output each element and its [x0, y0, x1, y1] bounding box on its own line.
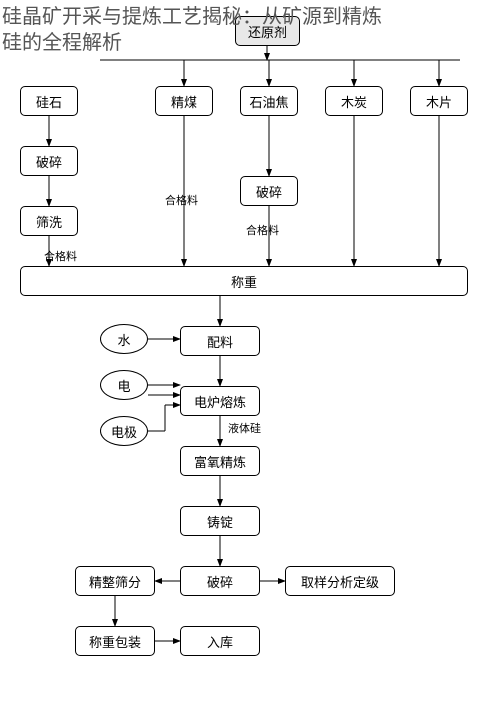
page-title-line2: 硅的全程解析 — [2, 30, 122, 56]
ellipse-water: 水 — [100, 324, 148, 354]
node-crush3: 破碎 — [180, 566, 260, 596]
node-refine: 富氧精炼 — [180, 446, 260, 476]
node-sieve: 筛洗 — [20, 206, 78, 236]
node-woodchip: 木片 — [410, 86, 468, 116]
node-crush2: 破碎 — [240, 176, 298, 206]
edge-label-3: 液体硅 — [228, 420, 261, 436]
edge-label-2: 合格料 — [44, 248, 77, 264]
node-batch: 配料 — [180, 326, 260, 356]
edge-label-1: 合格料 — [246, 222, 279, 238]
node-crush1: 破碎 — [20, 146, 78, 176]
node-pack: 称重包装 — [75, 626, 155, 656]
node-silica: 硅石 — [20, 86, 78, 116]
page-title-line1: 硅晶矿开采与提炼工艺揭秘：从矿源到精炼 — [2, 4, 382, 30]
node-smelt: 电炉熔炼 — [180, 386, 260, 416]
node-petcoke: 石油焦 — [240, 86, 298, 116]
ellipse-elect: 电极 — [100, 416, 148, 446]
ellipse-elec: 电 — [100, 370, 148, 400]
node-store: 入库 — [180, 626, 260, 656]
node-coal: 精煤 — [155, 86, 213, 116]
node-weigh: 称重 — [20, 266, 468, 296]
node-sort: 精整筛分 — [75, 566, 155, 596]
node-charcoal: 木炭 — [325, 86, 383, 116]
node-cast: 铸锭 — [180, 506, 260, 536]
edge-label-0: 合格料 — [165, 192, 198, 208]
node-sample: 取样分析定级 — [285, 566, 395, 596]
